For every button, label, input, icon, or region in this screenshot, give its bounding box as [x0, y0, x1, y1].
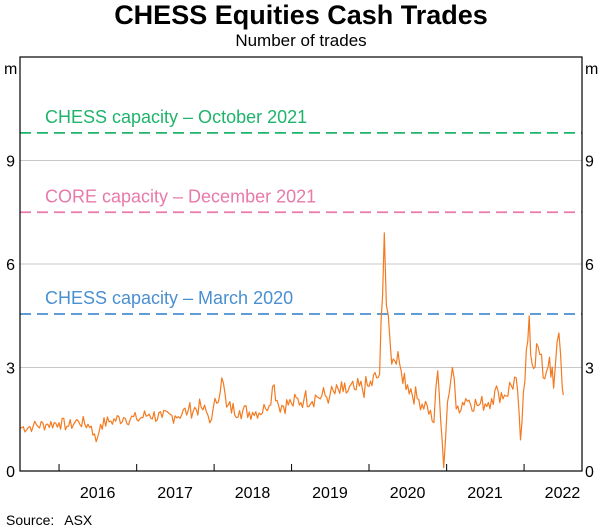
y-tick-label-left: 9 [6, 154, 15, 171]
y-tick-label-right: 9 [585, 154, 594, 171]
source-note: Source: ASX [6, 511, 102, 529]
y-tick-label-left: 6 [6, 257, 15, 274]
y-tick-label-right: 6 [585, 257, 594, 274]
reference-line-label: CHESS capacity – October 2021 [45, 107, 307, 127]
chart-subtitle: Number of trades [235, 31, 367, 50]
x-tick-label: 2016 [80, 485, 116, 502]
x-tick-label: 2021 [467, 485, 503, 502]
source-value: ASX [64, 512, 93, 528]
series-layer [19, 232, 564, 469]
y-tick-label-left: 0 [6, 464, 15, 481]
reference-lines: CHESS capacity – October 2021 CORE capaci… [20, 107, 582, 315]
plot-frame [19, 56, 583, 472]
x-tick-label: 2019 [312, 485, 348, 502]
source-label: Source: [6, 512, 55, 528]
x-tick-label: 2017 [157, 485, 193, 502]
y-unit-left: m [4, 61, 17, 78]
series-line [19, 232, 564, 469]
y-tick-label-left: 3 [6, 361, 15, 378]
axis-layer: 0 0 3 3 6 6 9 9 m m 2016 2017 2018 2019 2020 2021 2022 [4, 61, 598, 502]
y-unit-right: m [585, 61, 598, 78]
x-tick-label: 2020 [390, 485, 426, 502]
x-tick-label: 2022 [545, 485, 581, 502]
y-tick-label-right: 3 [585, 361, 594, 378]
x-tick-label: 2018 [235, 485, 271, 502]
chart-title: CHESS Equities Cash Trades [114, 0, 488, 30]
y-tick-label-right: 0 [585, 464, 594, 481]
grid-layer [20, 160, 582, 368]
reference-line-label: CHESS capacity – March 2020 [45, 288, 293, 308]
reference-line-label: CORE capacity – December 2021 [45, 186, 316, 206]
